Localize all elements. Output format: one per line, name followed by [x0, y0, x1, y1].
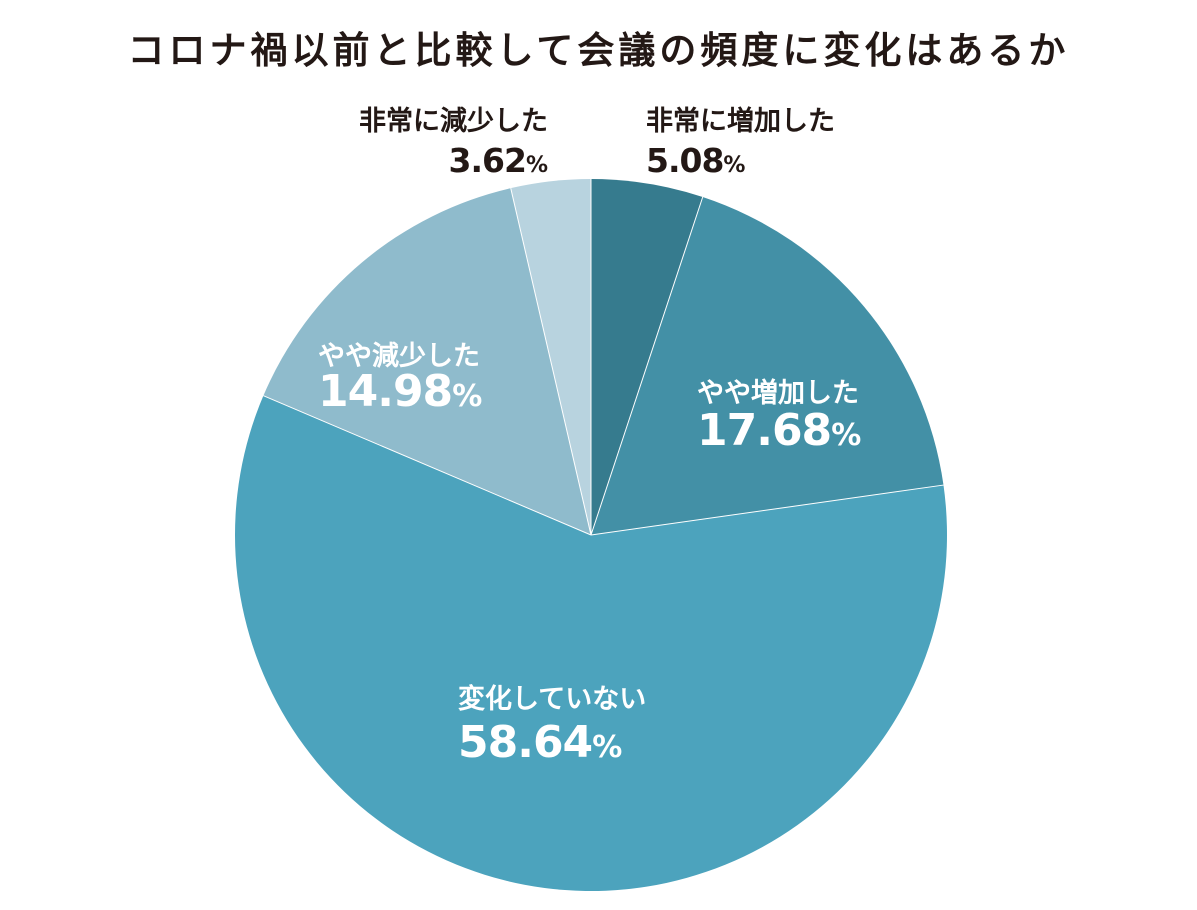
- slice-label: 非常に増加した: [646, 105, 835, 137]
- slice-divider: [590, 484, 944, 536]
- pie-slice: [591, 196, 944, 536]
- chart-title: コロナ禍以前と比較して会議の頻度に変化はあるか: [127, 29, 1070, 72]
- slice-divider: [263, 395, 592, 536]
- pie-slices: [235, 179, 948, 892]
- slice-value-label: 17.68%: [697, 405, 861, 456]
- slice-value-label: 5.08%: [646, 141, 745, 180]
- pie-slice: [591, 179, 703, 535]
- slice-label: やや増加した: [697, 377, 859, 409]
- slice-value-label: 58.64%: [458, 717, 622, 768]
- slice-value-label: 3.62%: [449, 141, 548, 180]
- slice-value-label: 14.98%: [318, 366, 482, 417]
- slice-label: やや減少した: [318, 341, 480, 372]
- slice-label: 変化していない: [458, 683, 646, 715]
- pie-slice: [510, 179, 591, 535]
- slice-label: 非常に減少した: [359, 106, 548, 137]
- slice-divider: [590, 196, 704, 536]
- slice-divider: [510, 188, 592, 536]
- pie-slice: [263, 188, 591, 536]
- pie-slice: [235, 395, 948, 892]
